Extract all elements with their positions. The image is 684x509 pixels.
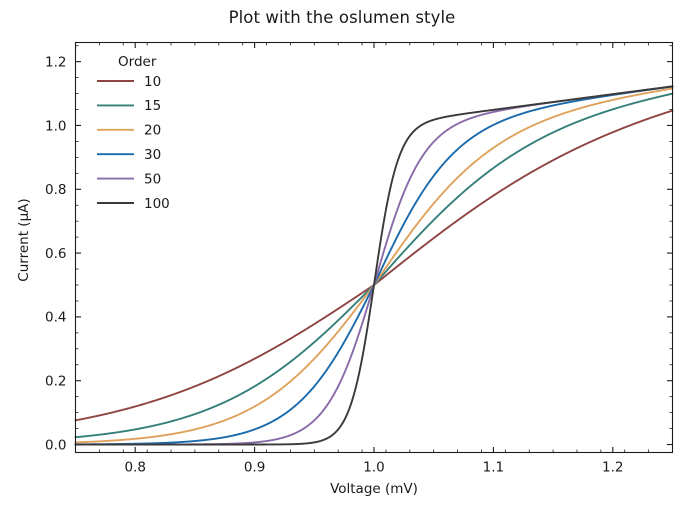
y-tick-label: 0.0: [45, 437, 66, 453]
data-curve-order-30: [74, 85, 674, 446]
x-tick-label: 1.0: [363, 460, 384, 476]
axis-ticks: [75, 42, 673, 453]
legend-label-20: 20: [144, 123, 161, 139]
legend-label-100: 100: [144, 196, 170, 212]
legend-label-10: 10: [144, 74, 161, 90]
tick-labels: 0.8 0.9 1.0 1.1 1.2 0.0 0.2 0.4 0.6 0.8 1.0 1.2: [45, 54, 624, 475]
chart-title: Plot with the oslumen style: [228, 8, 456, 27]
y-tick-label: 1.2: [45, 54, 66, 70]
y-tick-label: 0.2: [45, 374, 66, 390]
legend-label-30: 30: [144, 147, 161, 163]
y-tick-label: 0.4: [45, 310, 66, 326]
x-tick-label: 1.2: [602, 460, 623, 476]
data-curve-order-20: [74, 87, 674, 444]
legend-title: Order: [118, 54, 157, 70]
axes-spines: [74, 41, 674, 454]
x-tick-label: 0.8: [124, 460, 145, 476]
data-curve-order-10: [74, 109, 674, 422]
data-curves: [74, 85, 674, 446]
data-curve-order-100: [74, 85, 674, 446]
data-curve-order-50: [74, 85, 674, 446]
y-tick-label: 1.0: [45, 118, 66, 134]
x-axis-label: Voltage (mV): [330, 481, 418, 497]
y-tick-label: 0.8: [45, 182, 66, 198]
legend-label-50: 50: [144, 171, 161, 187]
legend-label-15: 15: [144, 98, 161, 114]
legend[interactable]: Order 10 15 20 30 50 100: [97, 54, 170, 212]
x-tick-label: 0.9: [244, 460, 265, 476]
y-tick-label: 0.6: [45, 246, 66, 262]
x-tick-label: 1.1: [483, 460, 504, 476]
